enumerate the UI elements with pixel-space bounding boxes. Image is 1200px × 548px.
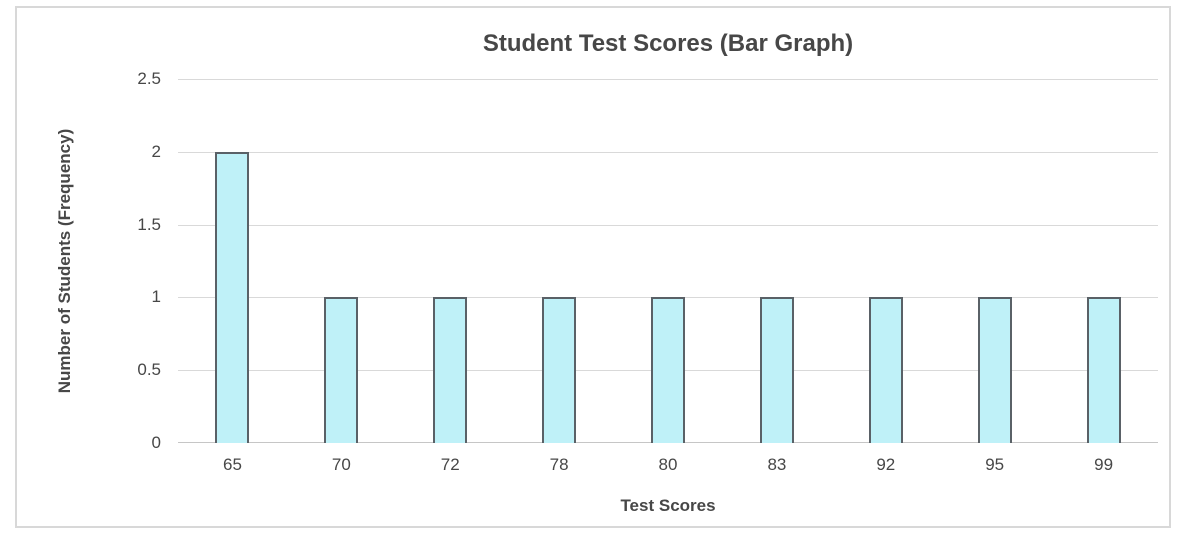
x-tick-label: 83 <box>767 455 787 474</box>
x-tick-label: 65 <box>222 455 242 474</box>
bar-slot <box>178 79 287 443</box>
bar-slot <box>614 79 723 443</box>
gridline <box>178 79 1158 80</box>
bar-slot <box>396 79 505 443</box>
bar-99 <box>1086 297 1121 443</box>
gridline <box>178 151 1158 153</box>
bar-slot <box>940 79 1049 443</box>
y-tick-label: 2 <box>151 142 161 161</box>
bar-78 <box>542 297 577 443</box>
bar-83 <box>759 297 794 443</box>
bar-95 <box>977 297 1012 443</box>
bar-slot <box>722 79 831 443</box>
bar-65 <box>215 151 250 443</box>
x-axis-title: Test Scores <box>620 496 716 515</box>
y-tick-labels: 2.5 2 1.5 1 0.5 0 <box>17 69 161 452</box>
bar-slot <box>287 79 396 443</box>
bar-slot <box>1049 79 1158 443</box>
x-tick-label: 70 <box>331 455 351 474</box>
chart-frame: Student Test Scores (Bar Graph) Number o… <box>15 6 1171 528</box>
bar-slot <box>831 79 940 443</box>
x-tick-label: 99 <box>1094 455 1114 474</box>
bar-92 <box>868 297 903 443</box>
gridline <box>178 224 1158 226</box>
bar-70 <box>324 297 359 443</box>
bars-row <box>178 79 1158 443</box>
x-tick-label: 72 <box>440 455 460 474</box>
x-tick-label: 78 <box>549 455 569 474</box>
plot-area <box>178 79 1158 443</box>
chart-title: Student Test Scores (Bar Graph) <box>482 30 854 57</box>
y-tick-label: 2.5 <box>137 69 161 88</box>
bar-80 <box>651 297 685 443</box>
y-tick-label: 0.5 <box>137 360 161 379</box>
x-tick-label: 80 <box>658 455 678 474</box>
x-tick-label: 95 <box>985 455 1005 474</box>
bar-slot <box>505 79 614 443</box>
x-tick-labels: 65 70 72 78 80 83 92 95 99 <box>178 454 1158 476</box>
bar-72 <box>433 297 468 443</box>
y-tick-label: 1 <box>151 287 161 306</box>
y-tick-label: 1.5 <box>137 215 161 234</box>
y-tick-label: 0 <box>151 433 161 452</box>
x-tick-label: 92 <box>876 455 896 474</box>
